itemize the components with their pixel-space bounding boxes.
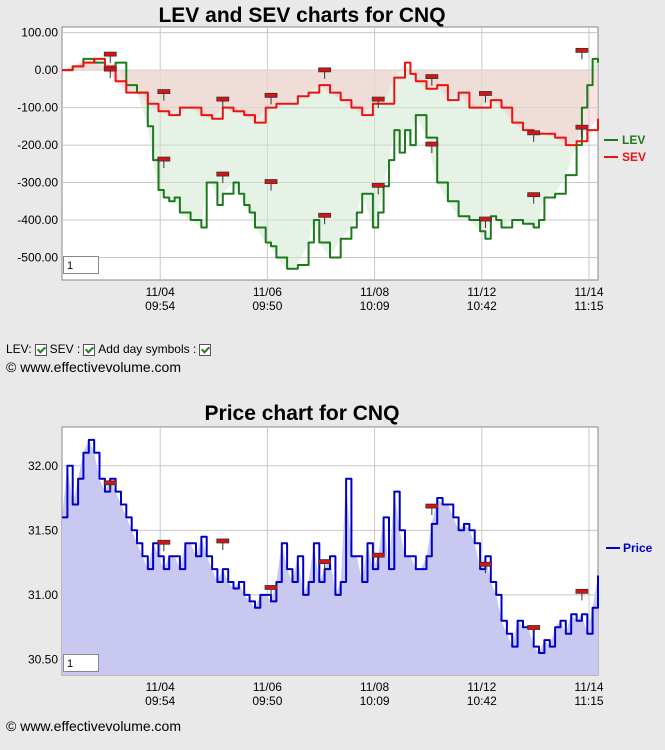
x-tick-date: 11/12 [467, 680, 496, 694]
zoom-input-bottom[interactable]: 1 [63, 654, 99, 672]
series-lines [62, 438, 599, 654]
legend: Price [606, 541, 653, 555]
day-symbols-label: Add day symbols : [98, 342, 197, 356]
x-tick-time: 09:50 [252, 299, 282, 313]
lev-sev-chart-title: LEV and SEV charts for CNQ [158, 4, 445, 27]
day-marker [157, 89, 171, 94]
legend: LEV SEV [604, 133, 646, 164]
x-tick-time: 11:15 [574, 299, 603, 313]
x-tick-date: 11/04 [146, 285, 175, 299]
day-marker [575, 47, 589, 53]
day-marker [103, 480, 117, 486]
y-tick-label: 0.00 [35, 63, 59, 77]
day-marker [264, 585, 278, 590]
day-marker [425, 503, 439, 509]
day-marker [157, 156, 171, 162]
lev-sev-chart: LEV and SEV charts for CNQ 100.00 0.00 -10… [17, 4, 646, 313]
day-marker [527, 625, 541, 630]
legend-lev-label: LEV [622, 133, 645, 147]
sev-checkbox[interactable] [83, 344, 96, 356]
y-tick-label: -500.00 [17, 251, 58, 265]
price-chart: Price chart for CNQ 32.00 31.50 31.00 30.50… [28, 402, 653, 708]
day-marker [371, 96, 385, 102]
x-tick-date: 11/08 [360, 285, 389, 299]
lev-line [62, 57, 599, 270]
price-chart-title: Price chart for CNQ [205, 402, 400, 425]
x-tick-time: 09:54 [145, 694, 175, 708]
day-marker [318, 67, 332, 73]
day-marker [371, 552, 385, 558]
day-marker [103, 66, 117, 72]
day-marker [425, 74, 439, 79]
sev-area [62, 58, 598, 146]
legend-sev-label: SEV [622, 150, 646, 164]
y-tick-label: 31.00 [28, 588, 58, 602]
lev-toggle-label: LEV: [6, 342, 32, 356]
y-tick-label: -100.00 [17, 101, 58, 115]
day-marker [103, 51, 117, 57]
day-marker [575, 124, 589, 130]
day-marker [425, 141, 439, 147]
y-tick-label: 32.00 [28, 459, 58, 473]
y-tick-label: -400.00 [17, 213, 58, 227]
y-tick-labels: 100.00 0.00 -100.00 -200.00 -300.00 -400.00 -5… [17, 26, 58, 265]
copyright-bottom: © www.effectivevolume.com [6, 718, 182, 734]
price-line [62, 438, 599, 654]
zoom-input-top[interactable]: 1 [63, 256, 99, 274]
series-toggles: LEV: SEV : Add day symbols : [6, 342, 212, 356]
copyright-top: © www.effectivevolume.com [6, 359, 182, 375]
day-marker [479, 561, 492, 567]
series-lines [62, 57, 599, 270]
day-marker [527, 130, 541, 136]
lev-checkbox[interactable] [34, 344, 47, 356]
x-tick-date: 11/14 [574, 285, 603, 299]
legend-price-label: Price [623, 541, 653, 555]
day-marker [216, 171, 230, 177]
day-marker [318, 559, 332, 565]
day-marker [527, 192, 541, 198]
y-tick-label: -300.00 [17, 176, 58, 190]
x-tick-date: 11/06 [253, 285, 282, 299]
x-tick-time: 10:42 [467, 694, 497, 708]
day-marker [479, 216, 492, 222]
day-marker [479, 91, 492, 96]
x-tick-time: 10:42 [467, 299, 497, 313]
day-marker [371, 182, 385, 188]
y-tick-label: 31.50 [28, 523, 58, 537]
x-tick-time: 10:09 [360, 299, 390, 313]
day-markers [103, 480, 589, 637]
day-marker [216, 96, 230, 102]
y-tick-label: 100.00 [21, 26, 58, 40]
x-tick-time: 10:09 [360, 694, 390, 708]
day-marker [264, 92, 278, 98]
day-marker [216, 538, 230, 544]
x-tick-date: 11/08 [360, 680, 389, 694]
day-marker [264, 179, 278, 184]
x-tick-date: 11/12 [467, 285, 496, 299]
day-symbols-checkbox[interactable] [199, 344, 212, 356]
sev-line [62, 57, 599, 147]
y-tick-labels: 32.00 31.50 31.00 30.50 [28, 459, 58, 667]
x-tick-date: 11/14 [574, 680, 603, 694]
sev-toggle-label: SEV : [49, 342, 81, 356]
y-tick-label: 30.50 [28, 653, 58, 667]
y-tick-label: -200.00 [17, 138, 58, 152]
x-tick-time: 09:54 [145, 299, 175, 313]
day-marker [318, 212, 332, 218]
x-tick-time: 09:50 [252, 694, 282, 708]
day-marker [157, 539, 171, 545]
day-marker [575, 588, 589, 594]
x-tick-date: 11/04 [146, 680, 175, 694]
x-tick-date: 11/06 [253, 680, 282, 694]
day-markers [103, 47, 589, 229]
x-tick-time: 11:15 [574, 694, 603, 708]
